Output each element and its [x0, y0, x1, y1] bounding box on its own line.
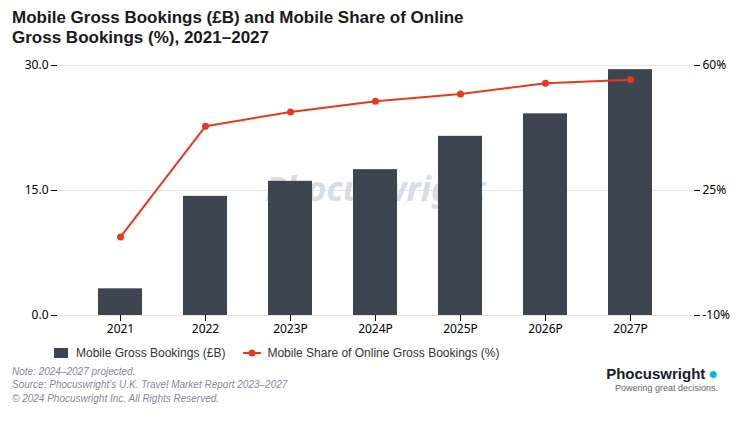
- svg-text:0.0: 0.0: [32, 306, 49, 323]
- html-text:Mobile Share of Online Gross B: Mobile Share of Online Gross Bookings (%…: [267, 345, 500, 360]
- html-text:Phocuswright ●: Phocuswright ●: [606, 364, 718, 382]
- svg-text:2027P: 2027P: [613, 320, 648, 337]
- svg-text:2024P: 2024P: [358, 320, 393, 337]
- svg-text:2026P: 2026P: [528, 320, 563, 337]
- html-text:Mobile Gross Bookings (£B): Mobile Gross Bookings (£B): [76, 345, 226, 360]
- svg-text:2021: 2021: [107, 320, 134, 337]
- html-text:Powering great decisions.: Powering great decisions.: [614, 382, 718, 393]
- svg-text:25%: 25%: [703, 181, 727, 198]
- svg-text:-10%: -10%: [703, 306, 731, 323]
- svg-text:15.0: 15.0: [25, 181, 49, 198]
- html-text:Mobile Gross Bookings (£B) and: Mobile Gross Bookings (£B) and Mobile Sh…: [12, 8, 464, 48]
- svg-text:60%: 60%: [703, 56, 727, 73]
- svg-text:2023P: 2023P: [273, 320, 308, 337]
- html-text:Note: 2024–2027 projected. Sou: Note: 2024–2027 projected. Source: Phocu…: [12, 365, 288, 404]
- svg-text:2022: 2022: [192, 320, 220, 337]
- svg-text:2025P: 2025P: [443, 320, 478, 337]
- svg-text:30.0: 30.0: [25, 56, 49, 73]
